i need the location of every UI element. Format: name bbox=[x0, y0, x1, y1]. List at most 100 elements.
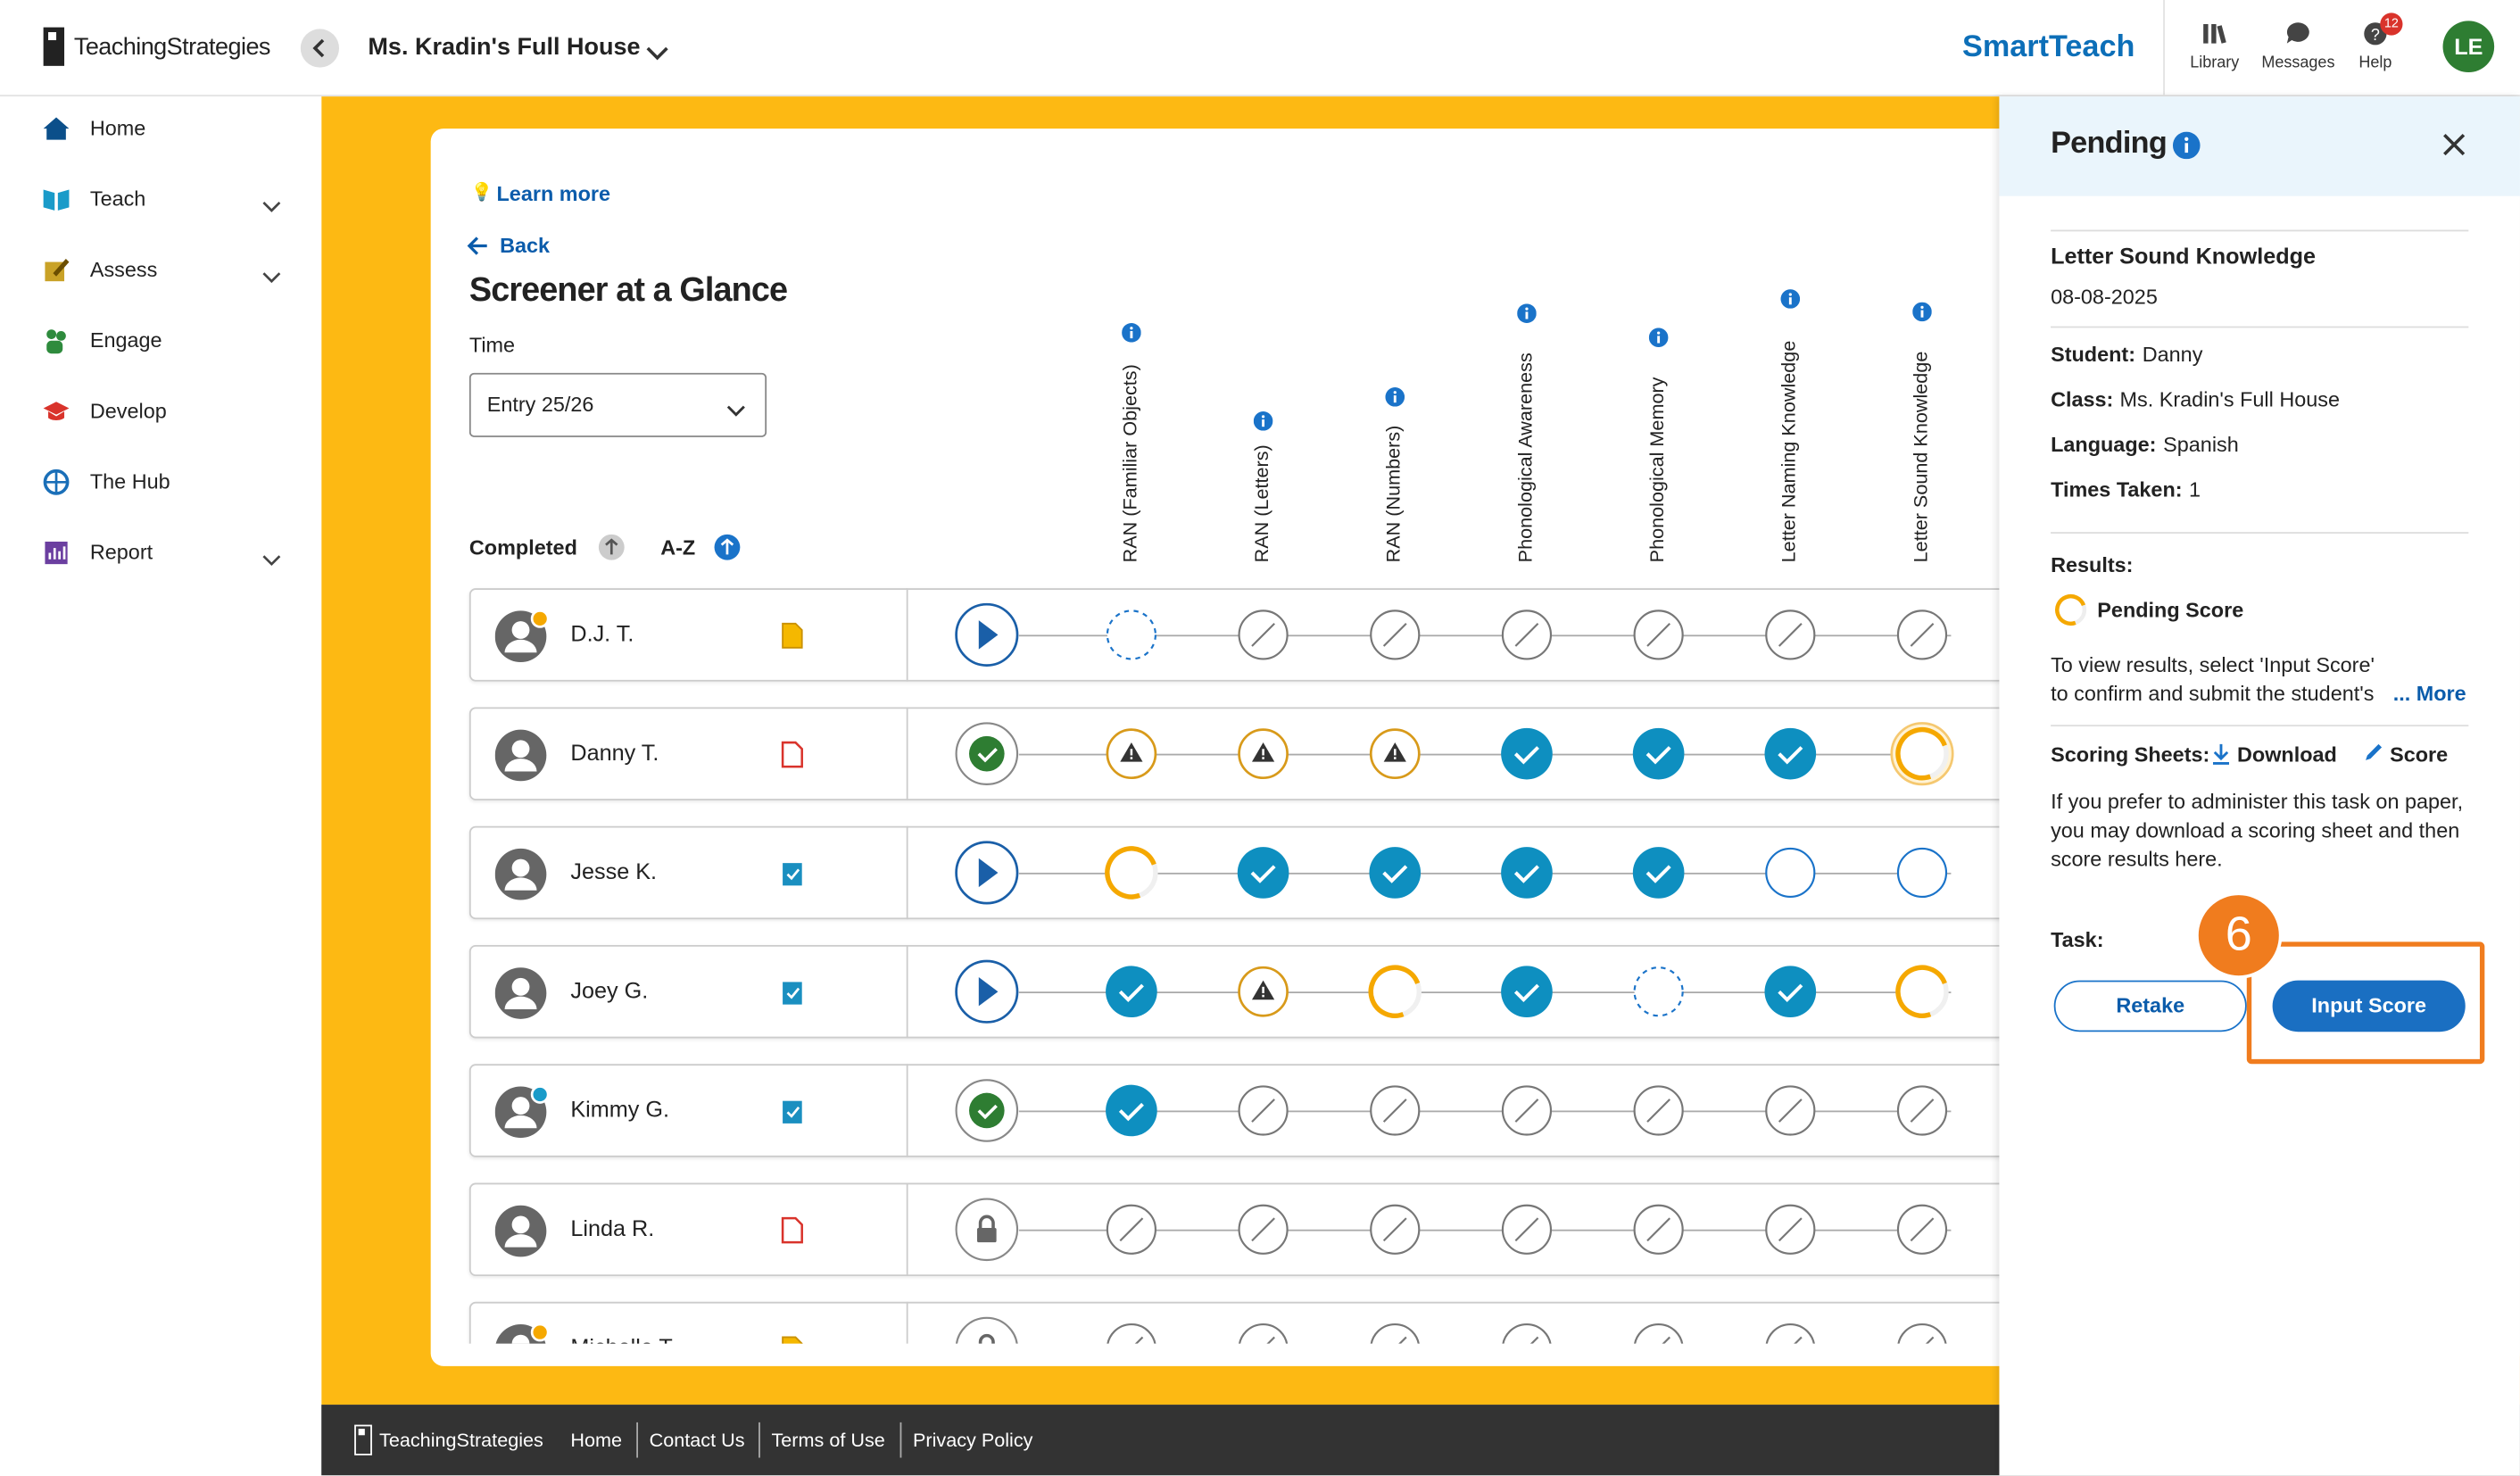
status-icon[interactable] bbox=[1099, 1316, 1164, 1344]
status-icon[interactable] bbox=[1099, 959, 1164, 1032]
time-value[interactable]: Entry 25/26 bbox=[486, 392, 594, 417]
status-icon[interactable] bbox=[1099, 1078, 1164, 1150]
info-icon[interactable] bbox=[1912, 301, 1932, 329]
file-icon[interactable] bbox=[781, 1098, 803, 1133]
nav-icon[interactable] bbox=[42, 538, 70, 575]
download-link[interactable]: Download bbox=[2236, 742, 2337, 767]
close-button[interactable] bbox=[2443, 133, 2466, 163]
class-chevron[interactable] bbox=[646, 42, 668, 70]
student-name[interactable]: Linda R. bbox=[570, 1215, 655, 1241]
nav-icon[interactable] bbox=[42, 114, 70, 151]
class-select[interactable]: Ms. Kradin's Full House bbox=[368, 33, 641, 62]
status-icon[interactable] bbox=[1363, 1078, 1427, 1150]
nav-chevron[interactable] bbox=[262, 193, 282, 221]
tool-icon[interactable] bbox=[2201, 20, 2229, 56]
nav-icon[interactable] bbox=[42, 327, 70, 363]
nav-item[interactable]: The Hub bbox=[89, 469, 170, 493]
status-icon[interactable] bbox=[1099, 602, 1164, 675]
student-name[interactable]: D.J. T. bbox=[570, 620, 634, 647]
status-icon[interactable] bbox=[955, 959, 1019, 1032]
status-icon[interactable] bbox=[955, 602, 1019, 675]
learn-more[interactable]: Learn more bbox=[496, 181, 611, 206]
info-icon[interactable] bbox=[1253, 410, 1273, 438]
file-icon[interactable] bbox=[781, 741, 803, 776]
nav-icon[interactable] bbox=[42, 255, 70, 292]
status-icon[interactable] bbox=[1363, 959, 1427, 1032]
status-icon[interactable] bbox=[1758, 1198, 1822, 1270]
student-name[interactable]: Joey G. bbox=[570, 977, 649, 1003]
status-icon[interactable] bbox=[1363, 602, 1427, 675]
student-name[interactable]: Jesse K. bbox=[570, 858, 658, 884]
nav-chevron[interactable] bbox=[262, 263, 282, 292]
tool-label[interactable]: Library bbox=[2190, 54, 2240, 73]
info-icon[interactable] bbox=[1385, 386, 1405, 414]
nav-item[interactable]: Report bbox=[89, 540, 153, 565]
status-icon[interactable] bbox=[955, 841, 1019, 913]
more-link[interactable]: ... More bbox=[2392, 681, 2466, 706]
sort-icon[interactable] bbox=[598, 534, 626, 569]
download-icon[interactable] bbox=[2211, 742, 2231, 773]
nav-item[interactable]: Home bbox=[89, 115, 146, 140]
status-icon[interactable] bbox=[1758, 841, 1822, 913]
status-icon[interactable] bbox=[1231, 1316, 1296, 1344]
student-name[interactable]: Kimmy G. bbox=[570, 1096, 670, 1123]
row-card[interactable] bbox=[468, 1301, 2000, 1344]
sort-az[interactable]: A-Z bbox=[660, 535, 696, 560]
status-icon[interactable] bbox=[1627, 959, 1691, 1032]
status-icon[interactable] bbox=[1627, 1316, 1691, 1344]
status-icon[interactable] bbox=[1758, 602, 1822, 675]
file-icon[interactable] bbox=[781, 979, 803, 1015]
tool-icon[interactable] bbox=[2284, 20, 2312, 56]
time-chevron[interactable] bbox=[726, 397, 746, 426]
status-icon[interactable] bbox=[1363, 841, 1427, 913]
input-score-button[interactable]: Input Score bbox=[2272, 980, 2466, 1032]
info-icon[interactable] bbox=[1517, 303, 1537, 331]
status-icon[interactable] bbox=[1495, 602, 1559, 675]
status-icon[interactable] bbox=[1495, 841, 1559, 913]
status-icon[interactable] bbox=[1231, 602, 1296, 675]
status-icon[interactable] bbox=[955, 722, 1019, 794]
file-icon[interactable] bbox=[781, 860, 803, 896]
info-icon[interactable] bbox=[1780, 287, 1801, 316]
status-icon[interactable] bbox=[1231, 959, 1296, 1032]
status-icon[interactable] bbox=[955, 1198, 1019, 1270]
retake-button[interactable]: Retake bbox=[2053, 980, 2247, 1032]
status-icon[interactable] bbox=[955, 1316, 1019, 1344]
status-icon[interactable] bbox=[1890, 959, 1954, 1032]
status-icon[interactable] bbox=[1231, 1078, 1296, 1150]
status-icon[interactable] bbox=[1890, 1316, 1954, 1344]
back-arrow[interactable] bbox=[466, 235, 488, 265]
tool-label[interactable]: Help bbox=[2358, 54, 2392, 73]
back[interactable]: Back bbox=[500, 233, 551, 258]
status-icon[interactable] bbox=[1231, 722, 1296, 794]
status-icon[interactable] bbox=[1758, 1316, 1822, 1344]
info-icon[interactable] bbox=[1122, 321, 1141, 350]
student-name[interactable]: Danny T. bbox=[570, 739, 659, 766]
nav-item[interactable]: Assess bbox=[89, 257, 158, 282]
footer-link[interactable]: Terms of Use bbox=[771, 1429, 885, 1452]
file-icon[interactable] bbox=[781, 1336, 803, 1344]
time-select[interactable] bbox=[468, 372, 767, 437]
info-icon[interactable] bbox=[2172, 131, 2201, 168]
status-icon[interactable] bbox=[1495, 722, 1559, 794]
nav-icon[interactable] bbox=[42, 185, 70, 221]
status-icon[interactable] bbox=[1363, 722, 1427, 794]
status-icon[interactable] bbox=[1495, 959, 1559, 1032]
file-icon[interactable] bbox=[781, 1216, 803, 1252]
status-icon[interactable] bbox=[1758, 1078, 1822, 1150]
collapse-button[interactable] bbox=[300, 29, 340, 68]
status-icon[interactable] bbox=[1627, 841, 1691, 913]
nav-item[interactable]: Develop bbox=[89, 398, 167, 423]
status-icon[interactable] bbox=[1890, 1198, 1954, 1270]
status-icon[interactable] bbox=[1231, 1198, 1296, 1270]
score-icon[interactable] bbox=[2362, 742, 2383, 771]
footer-link[interactable]: Contact Us bbox=[649, 1429, 745, 1452]
nav-item[interactable]: Engage bbox=[89, 328, 162, 352]
sort-completed[interactable]: Completed bbox=[468, 535, 577, 560]
status-icon[interactable] bbox=[1495, 1316, 1559, 1344]
nav-icon[interactable] bbox=[42, 397, 70, 434]
status-icon[interactable] bbox=[1627, 1078, 1691, 1150]
user-avatar[interactable]: LE bbox=[2442, 21, 2495, 73]
nav-chevron[interactable] bbox=[262, 546, 282, 575]
score-link[interactable]: Score bbox=[2390, 742, 2449, 767]
